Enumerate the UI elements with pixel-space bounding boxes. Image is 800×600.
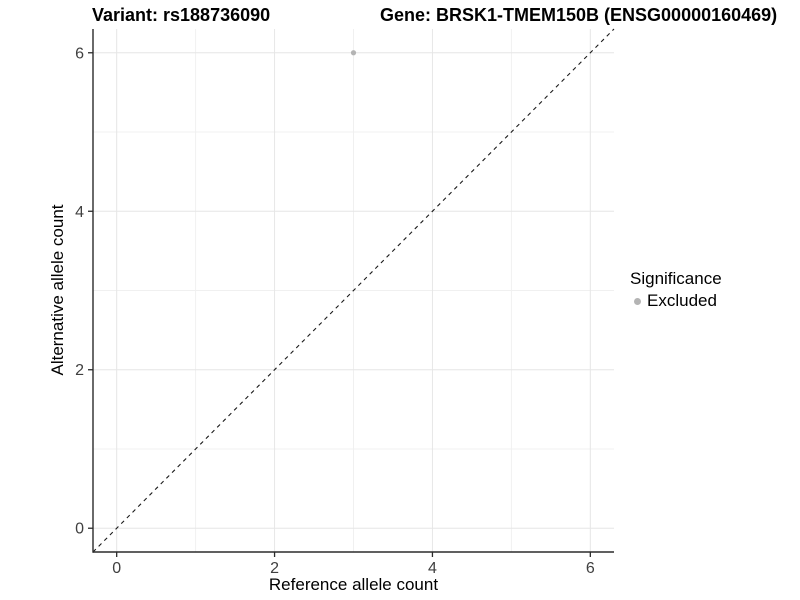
x-tick-label: 4 [428, 560, 437, 577]
y-axis-title: Alternative allele count [48, 204, 67, 376]
legend-items: Excluded [630, 291, 722, 311]
x-tick-label: 2 [270, 560, 279, 577]
legend-item-label: Excluded [647, 291, 717, 310]
data-point [350, 50, 357, 56]
legend: Significance Excluded [630, 268, 722, 311]
identity-dashed-line [92, 28, 615, 553]
legend-item: Excluded [630, 291, 722, 311]
gene-title: Gene: BRSK1-TMEM150B (ENSG00000160469) [380, 5, 778, 25]
x-tick-label: 0 [112, 560, 121, 577]
x-axis-title: Reference allele count [268, 575, 439, 594]
y-tick-label: 2 [75, 362, 84, 379]
variant-title: Variant: rs188736090 [92, 5, 271, 25]
y-tick-label: 6 [75, 45, 84, 62]
legend-title: Significance [630, 269, 722, 288]
legend-key-dot-icon [634, 297, 641, 305]
x-tick-label: 6 [586, 560, 595, 577]
y-tick-label: 0 [75, 521, 84, 538]
y-tick-label: 4 [75, 204, 84, 221]
